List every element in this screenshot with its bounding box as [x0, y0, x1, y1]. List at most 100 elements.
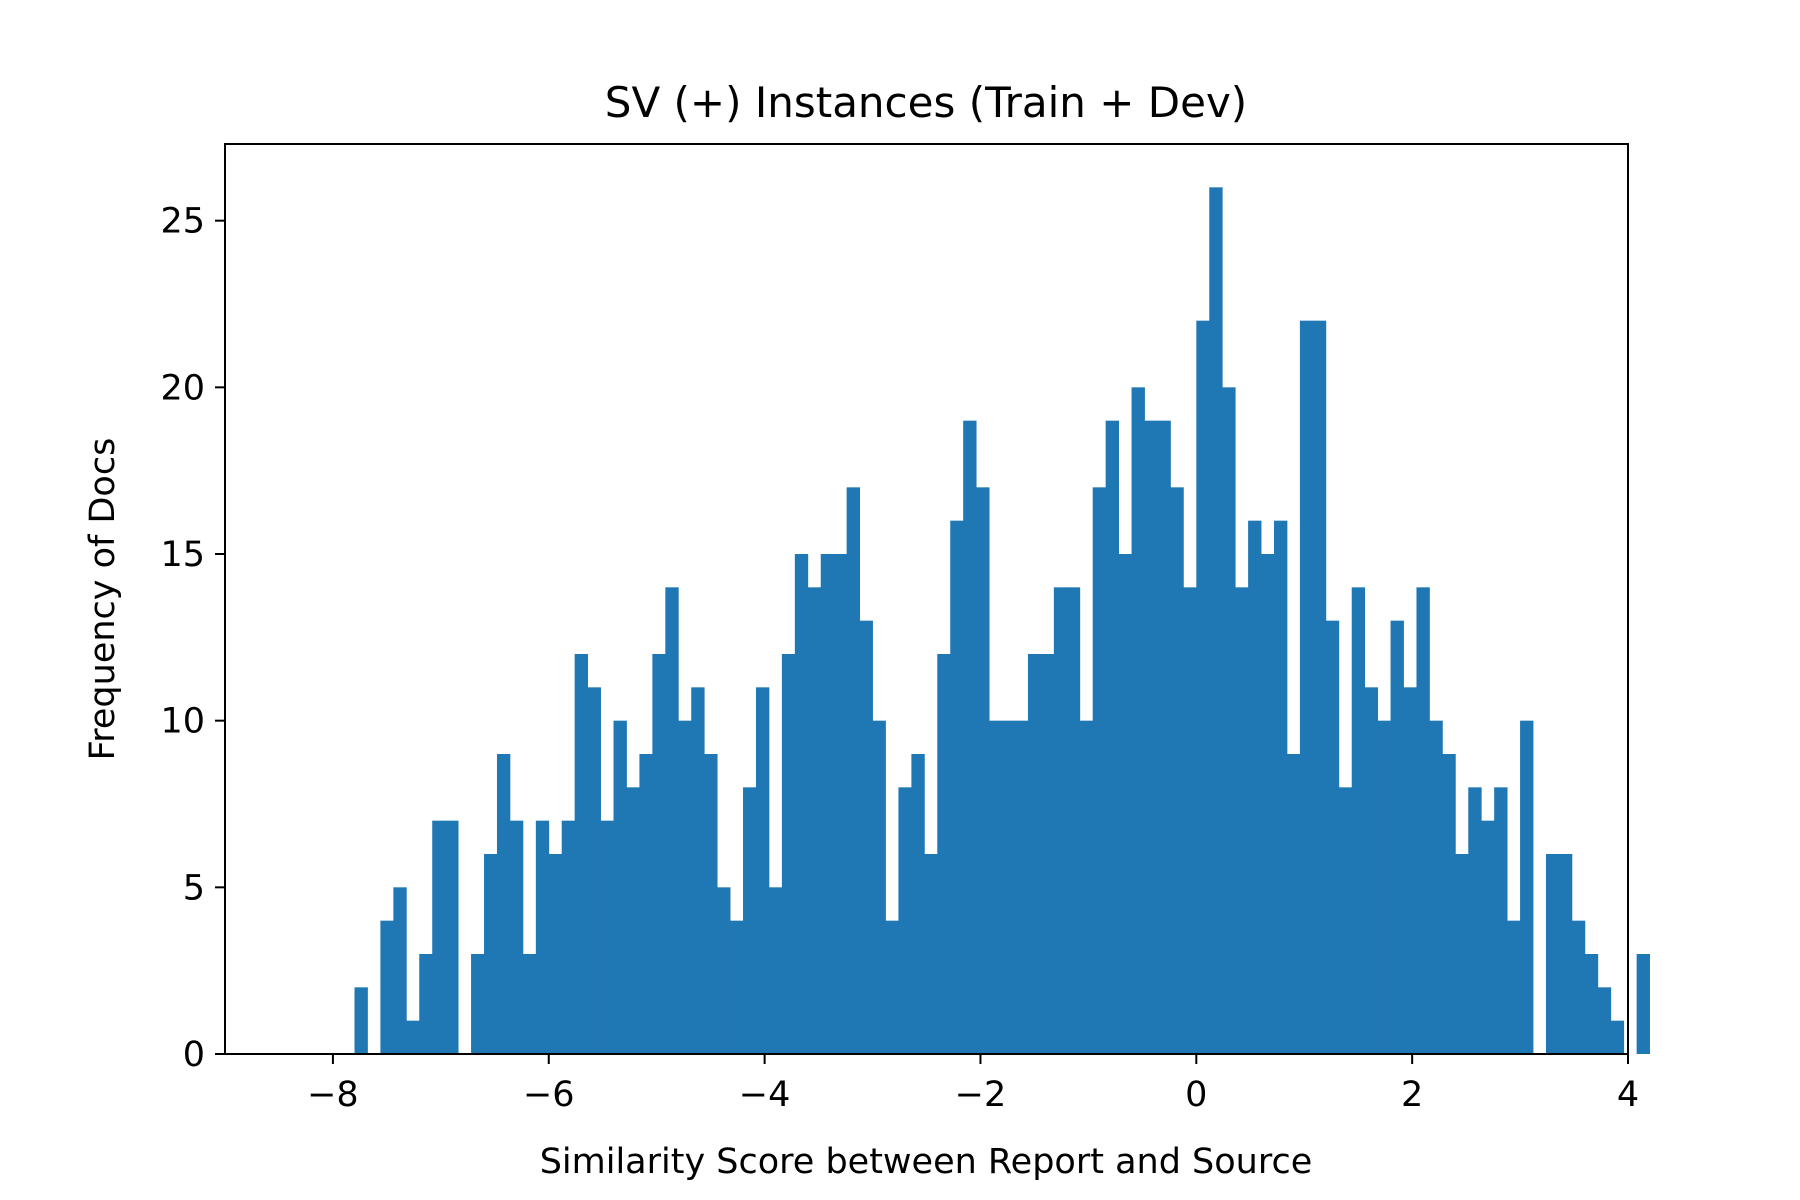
histogram-bar [730, 920, 744, 1054]
histogram-bar [768, 887, 783, 1054]
histogram-bar [1183, 587, 1197, 1054]
chart-title: SV (+) Instances (Train + Dev) [605, 78, 1247, 127]
histogram-bar [1338, 787, 1353, 1054]
histogram-bar [380, 920, 394, 1054]
histogram-bar [639, 754, 653, 1054]
histogram-bar [1364, 687, 1379, 1054]
histogram-bar [950, 520, 964, 1054]
histogram-bar [548, 854, 563, 1054]
histogram-bar [406, 1020, 420, 1054]
y-tick-label: 10 [160, 702, 205, 742]
histogram-bar [717, 887, 731, 1054]
histogram-bar [432, 820, 446, 1054]
histogram-bar [755, 687, 770, 1054]
histogram-bar [587, 687, 601, 1054]
histogram-bar [1170, 487, 1184, 1055]
histogram-bar [1286, 754, 1301, 1054]
histogram-bar [1235, 587, 1249, 1054]
histogram-bar [1066, 587, 1081, 1054]
histogram-bar [1131, 387, 1145, 1055]
histogram-bar [807, 587, 822, 1054]
histogram-bar [781, 654, 796, 1054]
histogram-bar [1494, 787, 1508, 1054]
histogram-bar [794, 554, 809, 1054]
histogram-bar [1325, 620, 1340, 1054]
histogram-bar [820, 554, 835, 1054]
histogram-bar [1248, 520, 1262, 1054]
x-axis-ticks: −8 −6 −4 −2 0 2 4 [307, 1054, 1639, 1115]
histogram-bar [1351, 587, 1366, 1054]
histogram-bar [613, 720, 627, 1054]
histogram-bar [1429, 720, 1443, 1054]
y-tick-label: 5 [183, 868, 205, 908]
histogram-bar [509, 820, 524, 1054]
histogram-bar [1403, 687, 1417, 1054]
histogram-bar [535, 820, 550, 1054]
histogram-bar [484, 854, 498, 1054]
histogram-bar [678, 720, 692, 1054]
histogram-bar [1015, 720, 1029, 1054]
x-axis-label: Similarity Score between Report and Sour… [540, 1142, 1313, 1182]
histogram-bar [561, 820, 576, 1054]
histogram-bar [1312, 320, 1327, 1054]
y-tick-label: 25 [160, 202, 205, 242]
histogram-bar [1027, 654, 1042, 1054]
histogram-bar [445, 820, 459, 1054]
histogram-bar [872, 720, 886, 1054]
histogram-bar [1196, 320, 1210, 1054]
histogram-bar [704, 754, 718, 1054]
histogram-bar [1002, 720, 1016, 1054]
x-tick-label: 0 [1185, 1075, 1207, 1115]
y-tick-label: 15 [160, 535, 205, 575]
histogram-bar [1299, 320, 1314, 1054]
histogram-bar [1144, 420, 1158, 1054]
x-tick-label: −2 [955, 1075, 1007, 1115]
plot-frame [224, 143, 1629, 1055]
histogram-bar [833, 554, 848, 1054]
histogram-bar [989, 720, 1003, 1054]
histogram-bar [1261, 554, 1275, 1054]
histogram-bar [1377, 720, 1391, 1054]
histogram-bars [354, 187, 1650, 1055]
histogram-bar [600, 820, 614, 1054]
histogram-bar [924, 854, 938, 1054]
histogram-bar [393, 887, 407, 1054]
histogram-bar [626, 787, 640, 1054]
histogram-bar [1468, 787, 1482, 1054]
histogram-bar [898, 787, 912, 1054]
histogram-bar [963, 420, 977, 1054]
histogram-bar [1390, 620, 1404, 1054]
y-tick-label: 0 [183, 1035, 205, 1075]
x-tick-label: 4 [1617, 1075, 1639, 1115]
histogram-bar [1584, 954, 1599, 1054]
histogram-bar [1481, 820, 1495, 1054]
y-axis-label: Frequency of Docs [83, 438, 123, 761]
histogram-bar [522, 954, 537, 1054]
histogram-bar [1222, 387, 1236, 1055]
histogram-bar [1053, 587, 1068, 1054]
histogram-bar [1610, 1020, 1625, 1054]
histogram-bar [496, 754, 511, 1054]
x-tick-label: −4 [739, 1075, 791, 1115]
x-tick-label: −8 [307, 1075, 359, 1115]
histogram-bar [846, 487, 860, 1055]
histogram-bar [1455, 854, 1469, 1054]
histogram-bar [1092, 487, 1107, 1055]
y-axis-ticks: 0 5 10 15 20 25 [160, 202, 225, 1075]
histogram-bar [1571, 920, 1586, 1054]
histogram-bar [911, 754, 925, 1054]
histogram-bar [859, 620, 873, 1054]
histogram-bar [1558, 854, 1573, 1054]
histogram-bar [1636, 954, 1650, 1054]
histogram-bar [1507, 920, 1521, 1054]
histogram-bar [885, 920, 899, 1054]
x-tick-label: 2 [1401, 1075, 1423, 1115]
x-tick-label: −6 [523, 1075, 575, 1115]
histogram-bar [691, 687, 705, 1054]
histogram-bar [1416, 587, 1430, 1054]
histogram-bar [1118, 554, 1132, 1054]
histogram-bar [1105, 420, 1119, 1054]
histogram-bar [1274, 520, 1288, 1054]
histogram-bar [665, 587, 679, 1054]
